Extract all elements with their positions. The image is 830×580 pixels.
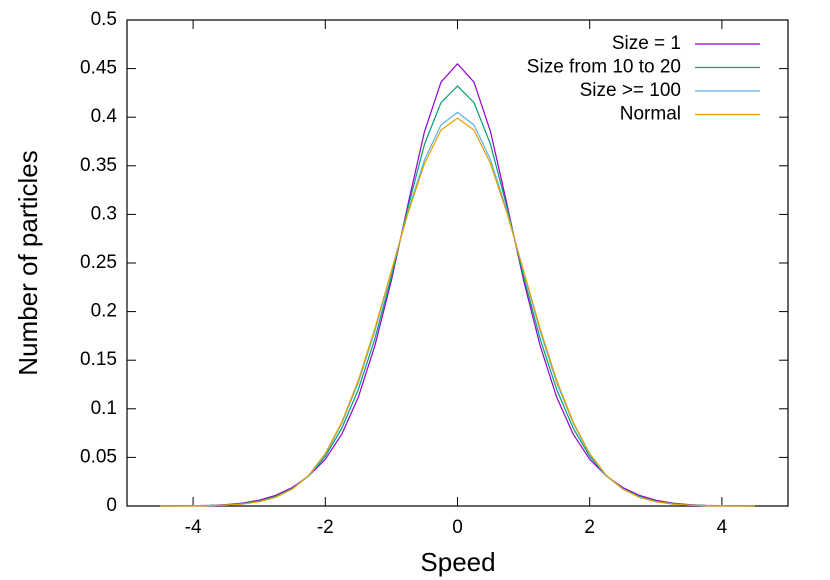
plot-border [126, 19, 789, 507]
y-tick-label: 0.4 [91, 106, 118, 127]
x-tick-label: -4 [185, 517, 202, 538]
legend-label: Size = 1 [612, 33, 681, 54]
legend-label: Normal [620, 104, 681, 125]
legend-label: Size from 10 to 20 [527, 57, 681, 78]
series-line [160, 85, 755, 507]
x-tick-label: 4 [717, 517, 728, 538]
y-tick-label: 0.25 [80, 252, 117, 273]
x-tick-label: 2 [584, 517, 595, 538]
x-axis-label: Speed [420, 547, 495, 577]
y-axis-label: Number of particles [13, 150, 43, 375]
series-line [160, 111, 755, 507]
y-tick-label: 0.2 [91, 301, 117, 322]
y-tick-label: 0 [106, 495, 117, 516]
x-tick-label: 0 [452, 517, 463, 538]
y-tick-label: 0.45 [80, 58, 117, 79]
legend-label: Size >= 100 [580, 80, 681, 101]
y-tick-label: 0.15 [80, 349, 117, 370]
series-line [160, 117, 755, 507]
series-line [160, 63, 755, 507]
y-tick-label: 0.05 [80, 446, 117, 467]
y-tick-label: 0.35 [80, 155, 117, 176]
y-tick-label: 0.1 [91, 398, 117, 419]
x-tick-label: -2 [317, 517, 334, 538]
y-tick-label: 0.5 [91, 9, 117, 30]
y-tick-label: 0.3 [91, 203, 117, 224]
